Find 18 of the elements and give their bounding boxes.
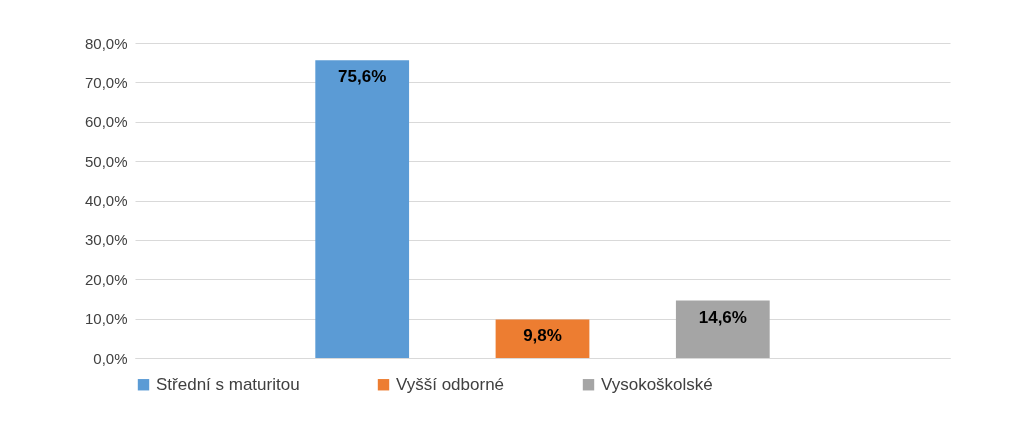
y-tick-label: 20,0% <box>84 270 128 288</box>
bar <box>495 319 590 358</box>
bar <box>315 60 410 358</box>
data-label: 75,6% <box>338 67 387 87</box>
y-tick-label: 70,0% <box>84 73 128 91</box>
data-label: 9,8% <box>523 326 562 346</box>
legend-label: Střední s maturitou <box>156 374 300 394</box>
data-label: 14,6% <box>698 307 747 327</box>
y-tick-label: 10,0% <box>84 310 128 328</box>
y-tick-label: 50,0% <box>84 152 128 170</box>
legend-label: Vyšší odborné <box>396 374 505 394</box>
bar <box>675 300 770 358</box>
y-tick-label: 80,0% <box>84 34 128 52</box>
y-tick-label: 0,0% <box>93 349 128 367</box>
y-tick-label: 40,0% <box>84 192 128 209</box>
legend-label: Vysokoškolské <box>601 374 713 394</box>
y-tick-label: 60,0% <box>84 113 128 131</box>
y-tick-label: 30,0% <box>84 231 128 249</box>
